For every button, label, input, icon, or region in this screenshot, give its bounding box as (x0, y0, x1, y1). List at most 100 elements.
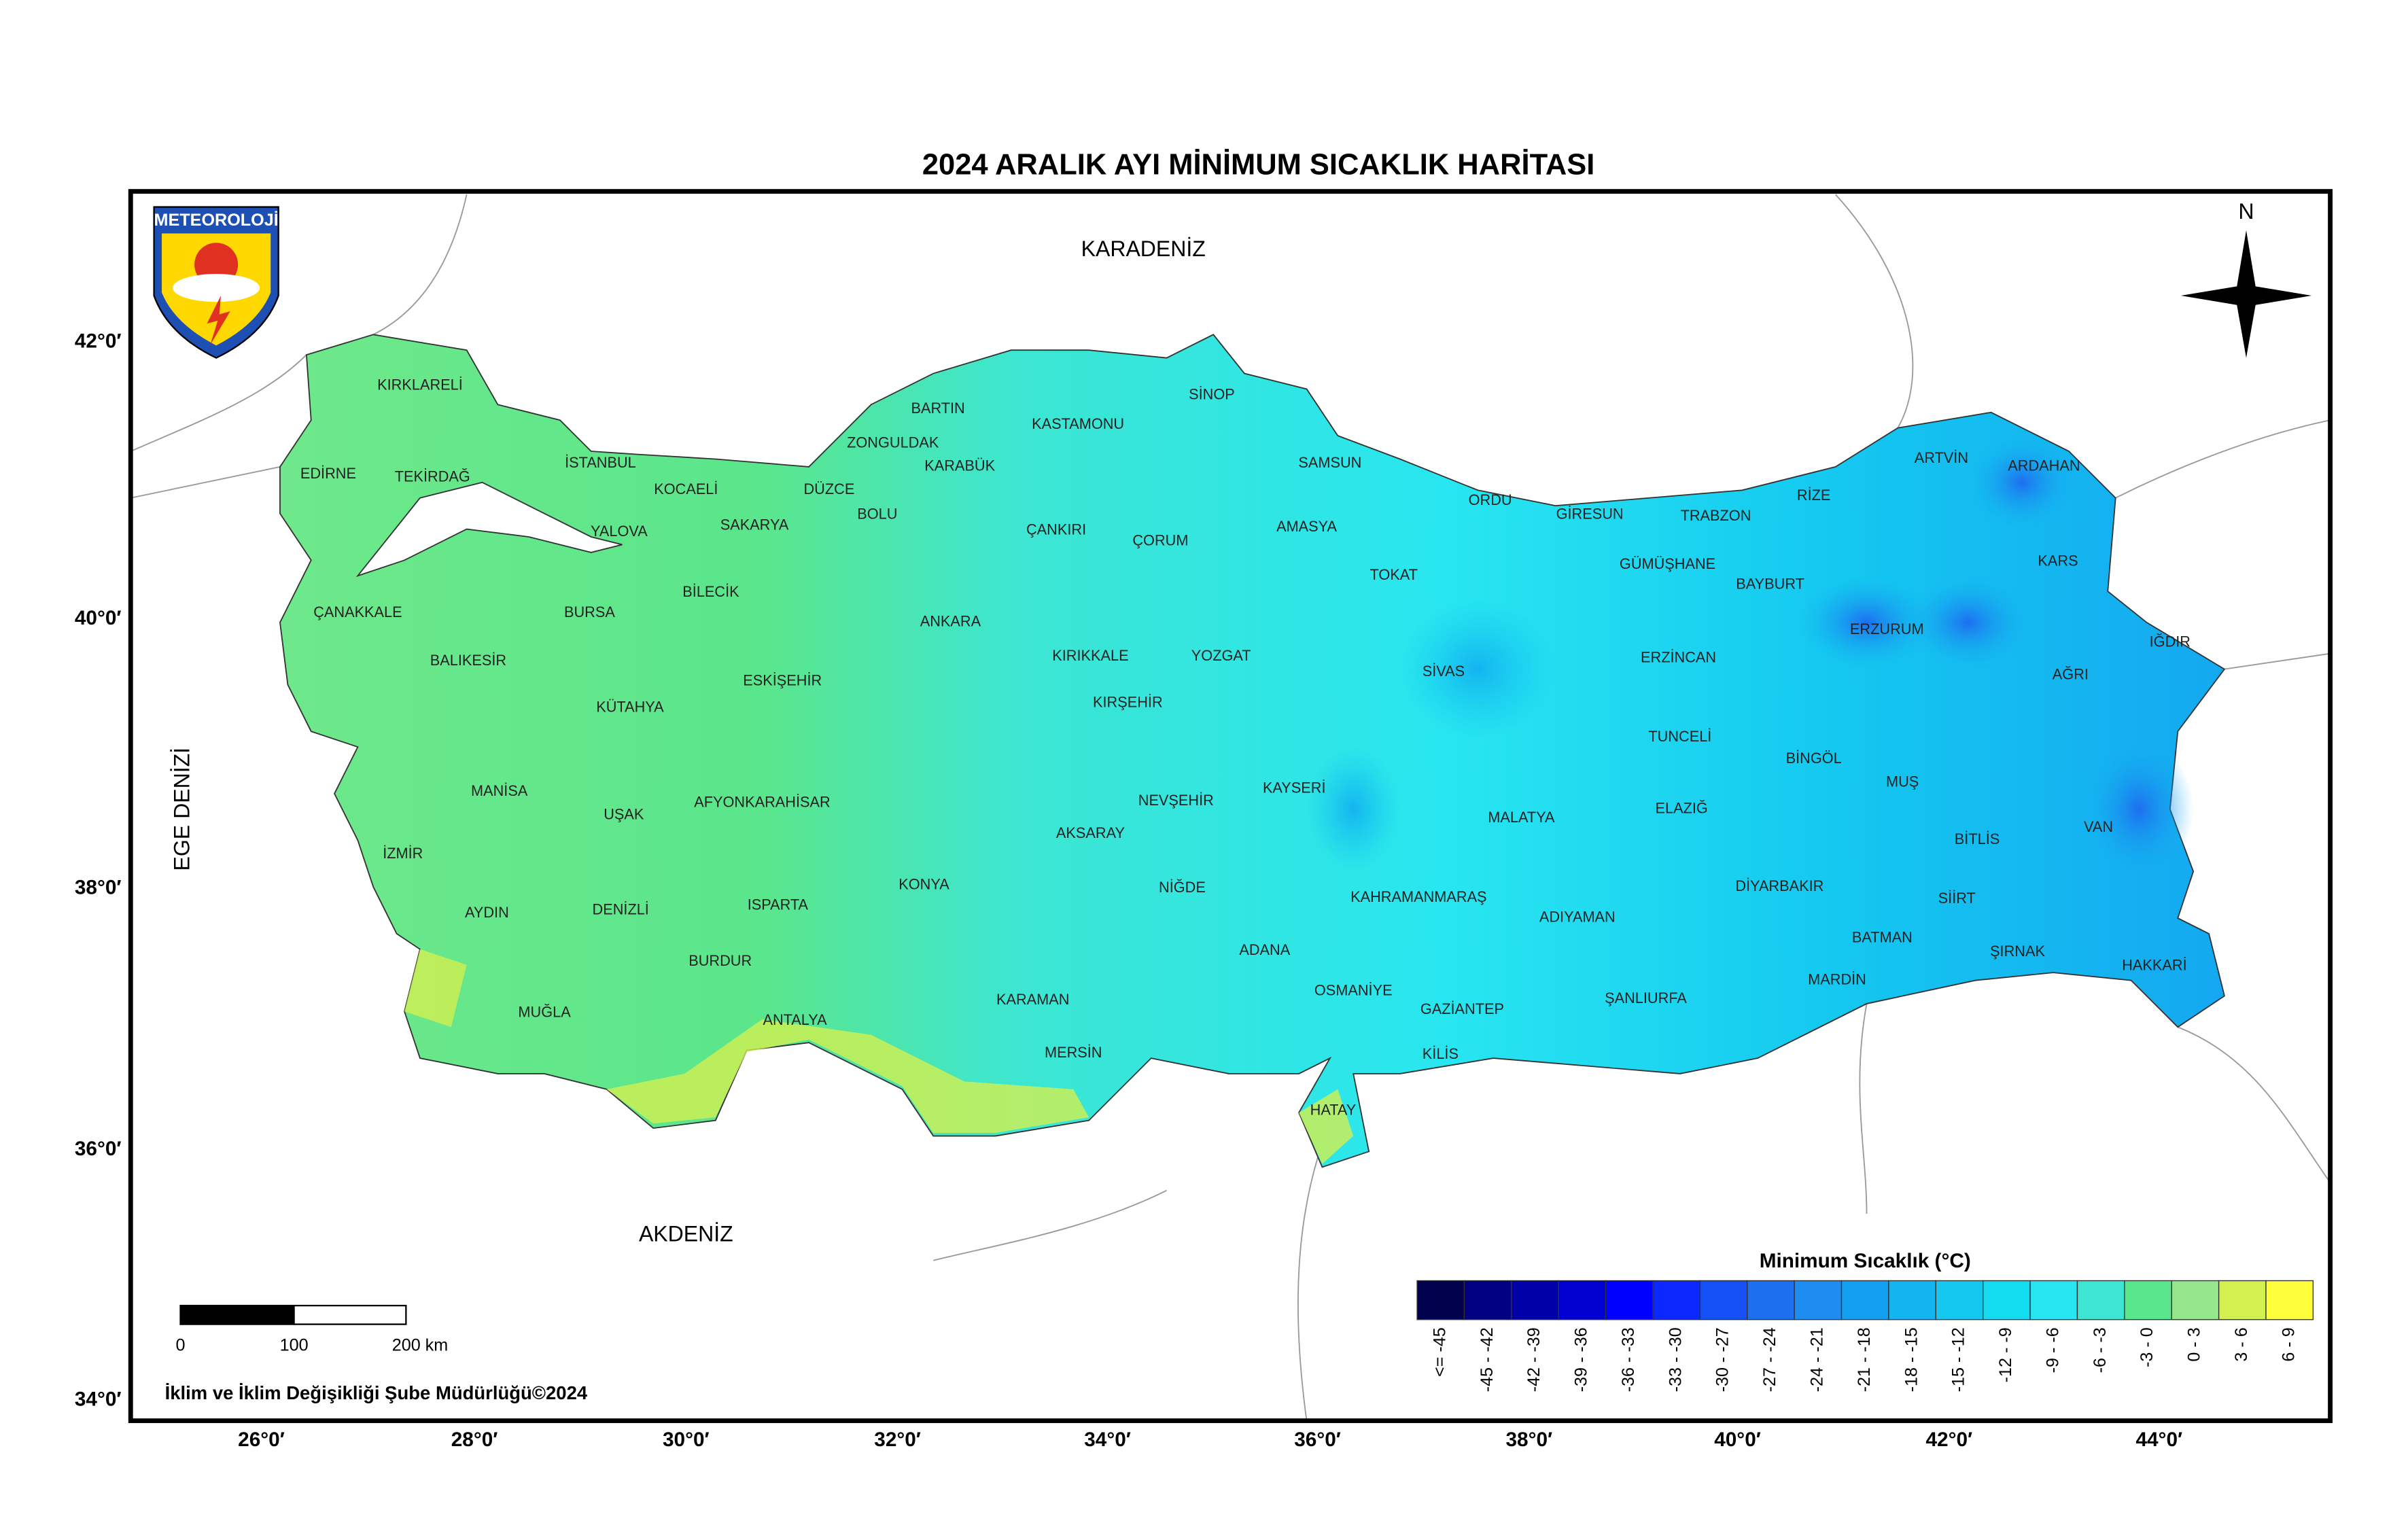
province-label: KOCAELİ (654, 480, 718, 497)
scale-label: 200 km (392, 1335, 449, 1354)
province-label: KIRŞEHİR (1093, 694, 1163, 711)
province-label: SAMSUN (1298, 454, 1361, 471)
legend-title: Minimum Sıcaklık (°C) (1760, 1250, 1971, 1272)
legend-swatch (1935, 1280, 1984, 1320)
province-label: HAKKARİ (2122, 957, 2186, 974)
legend-swatch (2218, 1280, 2267, 1320)
province-label: ERZİNCAN (1641, 648, 1716, 665)
province-label: AYDIN (465, 904, 509, 921)
province-label: KONYA (898, 876, 949, 893)
province-label: BURSA (564, 603, 615, 620)
legend-swatch (2029, 1280, 2078, 1320)
legend: <= -45 -45 - -42 -42 - -39 -39 - -36 -36 - -… (1416, 1280, 2314, 1392)
longitude-label: 40°0′ (1714, 1428, 1761, 1451)
legend-label: -9 - -6 (2043, 1327, 2062, 1373)
longitude-label: 38°0′ (1506, 1428, 1553, 1451)
latitude-label: 36°0′ (75, 1138, 122, 1160)
scale-label: 100 (280, 1335, 309, 1354)
legend-label: -6 - -3 (2091, 1327, 2110, 1373)
longitude-label: 26°0′ (238, 1428, 285, 1451)
province-label: KAYSERİ (1263, 779, 1326, 796)
legend-label: -24 - -21 (1807, 1327, 1826, 1392)
province-label: ANKARA (920, 613, 981, 630)
province-label: BİLECİK (682, 583, 739, 600)
province-label: EDİRNE (300, 465, 356, 482)
north-label: N (2238, 199, 2254, 224)
map-area: KIRKLARELİ EDİRNE TEKİRDAĞ İSTANBUL KOCAELİ Y… (130, 194, 2331, 1421)
province-label: GÜMÜŞHANE (1620, 555, 1715, 572)
province-label: AKSARAY (1056, 824, 1126, 841)
province-label: GAZİANTEP (1420, 1000, 1504, 1017)
province-label: UŞAK (604, 806, 644, 823)
province-label: İZMİR (383, 845, 423, 862)
legend-label: -33 - -30 (1666, 1327, 1685, 1392)
province-label: SİNOP (1189, 385, 1235, 402)
longitude-label: 32°0′ (874, 1428, 921, 1451)
province-label: TOKAT (1370, 566, 1418, 583)
province-label: MERSİN (1045, 1044, 1102, 1061)
province-label: DÜZCE (803, 480, 854, 497)
legend-swatch (2265, 1280, 2314, 1320)
province-label: KARAMAN (996, 991, 1069, 1008)
legend-swatch (2124, 1280, 2172, 1320)
province-label: KÜTAHYA (596, 699, 664, 716)
legend-label: -42 - -39 (1524, 1327, 1543, 1392)
province-label: HATAY (1310, 1102, 1357, 1119)
province-label: BİTLİS (1955, 830, 2000, 847)
legend-swatch (1652, 1280, 1701, 1320)
province-label: BİNGÖL (1786, 750, 1842, 767)
province-label: ARDAHAN (2008, 457, 2080, 474)
legend-label: -45 - -42 (1478, 1327, 1497, 1392)
province-label: NEVŞEHİR (1138, 792, 1214, 809)
legend-swatch (1794, 1280, 1843, 1320)
province-label: ARTVİN (1915, 449, 1968, 466)
province-label: MARDİN (1808, 970, 1866, 987)
map-title: 2024 ARALIK AYI MİNİMUM SICAKLIK HARİTAS… (922, 148, 1595, 181)
province-label: AFYONKARAHİSAR (694, 793, 830, 810)
province-label: TRABZON (1681, 507, 1751, 524)
legend-swatch (2076, 1280, 2125, 1320)
province-label: ADIYAMAN (1539, 909, 1616, 926)
province-label: KARABÜK (924, 457, 995, 474)
logo-text: METEOROLOJİ (154, 211, 279, 230)
legend-swatch (1983, 1280, 2031, 1320)
province-label: IĞDIR (2150, 633, 2191, 650)
province-label: ERZURUM (1850, 620, 1924, 637)
longitude-label: 44°0′ (2135, 1428, 2182, 1451)
province-label: TEKİRDAĞ (395, 468, 470, 485)
province-label: ÇORUM (1132, 532, 1188, 549)
province-label: ŞIRNAK (1990, 943, 2045, 960)
province-label: ZONGULDAK (847, 434, 939, 451)
north-arrow: N (2180, 199, 2312, 358)
province-label: AĞRI (2053, 666, 2089, 683)
province-label: KASTAMONU (1032, 415, 1124, 432)
province-label: BAYBURT (1736, 576, 1804, 593)
province-label: AMASYA (1276, 518, 1337, 535)
legend-swatch (1840, 1280, 1889, 1320)
legend-label: <= -45 (1430, 1327, 1449, 1377)
legend-label: -21 - -18 (1855, 1327, 1874, 1392)
province-label: MANİSA (471, 782, 528, 799)
province-label: ISPARTA (748, 896, 809, 913)
latitude-label: 38°0′ (75, 876, 122, 898)
longitude-label: 30°0′ (663, 1428, 710, 1451)
legend-label: 6 - 9 (2279, 1327, 2298, 1361)
legend-swatch (1747, 1280, 1795, 1320)
province-label: YOZGAT (1191, 647, 1251, 664)
legend-label: -3 - 0 (2137, 1327, 2157, 1367)
legend-label: 3 - 6 (2232, 1327, 2251, 1361)
sea-label: AKDENİZ (639, 1222, 733, 1246)
sea-label: KARADENİZ (1081, 236, 1206, 261)
legend-label: -30 - -27 (1713, 1327, 1732, 1392)
latitude-label: 40°0′ (75, 607, 122, 629)
province-label: ÇANKIRI (1026, 521, 1086, 538)
province-label: KAHRAMANMARAŞ (1350, 888, 1486, 905)
longitude-label: 34°0′ (1084, 1428, 1131, 1451)
legend-swatch (1888, 1280, 1936, 1320)
province-label: ESKİŞEHİR (743, 672, 822, 689)
province-label: KIRIKKALE (1052, 647, 1128, 664)
province-label: NİĞDE (1159, 879, 1206, 896)
legend-swatch (1463, 1280, 1512, 1320)
province-label: BARTIN (911, 400, 964, 417)
